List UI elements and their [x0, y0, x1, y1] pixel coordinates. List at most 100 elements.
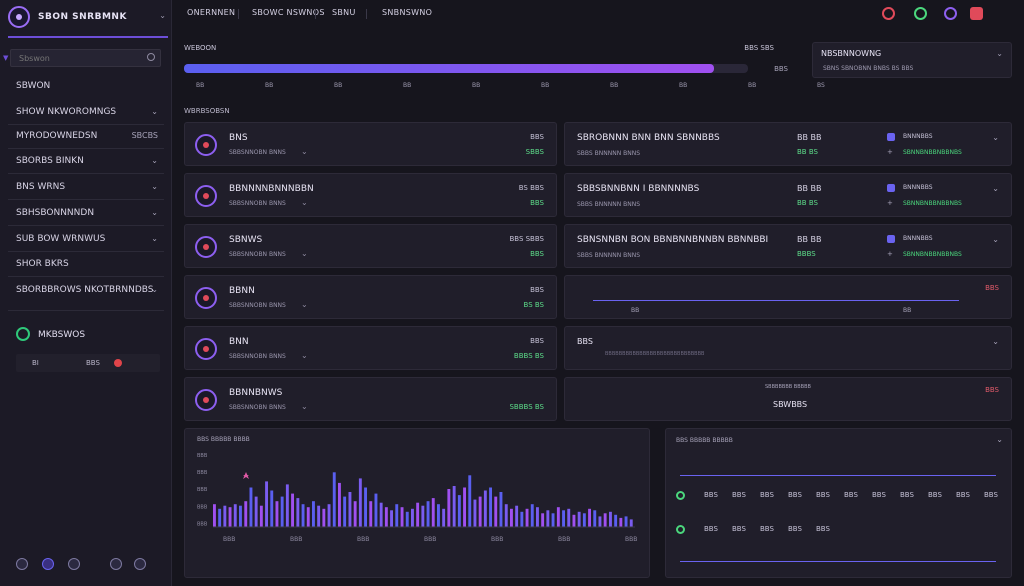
brand-header[interactable]: SBON SNRBMNK ⌄ [8, 6, 168, 38]
chevron-down-icon[interactable]: ⌄ [996, 435, 1003, 444]
chevron-down-icon[interactable]: ⌄ [992, 133, 999, 142]
sidebar-item[interactable]: SBHSBONNNNDN ⌄ [16, 208, 162, 218]
tab-third[interactable]: SBNU [332, 8, 356, 17]
chevron-down-icon[interactable]: ⌄ [151, 285, 158, 294]
legend-item[interactable]: BBS [704, 525, 718, 533]
legend-item[interactable]: BBS [872, 491, 886, 499]
sidebar: SBON SNRBMNK ⌄ ▼ SBWON SHOW NKWOROMNGS⌄ … [0, 0, 172, 586]
legend-item[interactable]: BBS [788, 525, 802, 533]
chevron-down-icon[interactable]: ⌄ [301, 351, 308, 360]
chevron-down-icon[interactable]: ⌄ [151, 208, 158, 217]
chevron-down-icon[interactable]: ⌄ [151, 156, 158, 165]
card-value: BB BB [797, 133, 822, 142]
search-icon[interactable] [147, 53, 155, 61]
list-item[interactable]: BBNNNNBNNNBBN SBBSNNOBN BNNS ⌄ BS BBS BB… [184, 173, 557, 217]
list-item[interactable]: SBNSNNBN BON BBNBNNBNNBN BBNNBBI SBBS BN… [564, 224, 1012, 268]
close-icon[interactable]: ⌄ [996, 49, 1003, 58]
legend-item[interactable]: BBS [900, 491, 914, 499]
panel-value: BBS [985, 386, 999, 394]
x-tick-label: BBB [424, 536, 436, 543]
chart-bar [541, 513, 545, 527]
status-dot-icon [114, 359, 122, 367]
chevron-down-icon[interactable]: ⌄ [159, 11, 166, 20]
list-item[interactable]: SBBSBNNBNN I BBNNNNBS SBBS BNNNNN BNNS B… [564, 173, 1012, 217]
chart-bar [629, 519, 633, 527]
chart-bar [213, 504, 216, 527]
chevron-down-icon[interactable]: ⌄ [151, 182, 158, 191]
legend-item[interactable]: BBS [788, 491, 802, 499]
plus-icon[interactable]: + [887, 199, 893, 207]
notification-panel[interactable]: NBSBNNOWNG SBNS SBNOBNN BNBS BS BBS ⌄ [812, 42, 1012, 78]
sidebar-item[interactable]: SHOW NKWOROMNGS ⌄ [16, 107, 162, 117]
list-item[interactable]: BBNNBNWS SBBSNNOBN BNNS ⌄ SBBBS BS [184, 377, 557, 421]
sidebar-item[interactable]: BNS WRNS ⌄ [16, 182, 162, 192]
settings-icon[interactable] [16, 558, 28, 570]
legend-item[interactable]: BBS [760, 491, 774, 499]
progress-tick: BB [472, 82, 481, 89]
legend-item[interactable]: BBS [732, 525, 746, 533]
chart-bar [301, 504, 305, 527]
list-item[interactable]: SBROBNNN BNN BNN SBNNBBS SBBS BNNNNN BNN… [564, 122, 1012, 166]
divider [8, 124, 164, 125]
legend-item[interactable]: BBS [956, 491, 970, 499]
chevron-down-icon[interactable]: ⌄ [301, 300, 308, 309]
alert-icon[interactable] [882, 7, 895, 20]
help-icon[interactable] [68, 558, 80, 570]
bar-chart-panel: BBS BBBBB BBBB BBB BBB BBB BBB BBB BBB BBB BBB BB… [184, 428, 650, 578]
list-item[interactable]: BNS SBBSNNOBN BNNS ⌄ BBS SBBS [184, 122, 557, 166]
profile-icon[interactable] [944, 7, 957, 20]
card-delta: BB BS [797, 199, 818, 207]
chart-bar [223, 505, 227, 527]
plus-icon[interactable]: + [887, 148, 893, 156]
tab-overview[interactable]: ONERNNEN [187, 8, 236, 17]
chevron-down-icon[interactable]: ⌄ [992, 184, 999, 193]
legend-item[interactable]: BBS [844, 491, 858, 499]
chevron-down-icon[interactable]: ⌄ [992, 235, 999, 244]
card-value: BBS [530, 133, 544, 141]
card-delta: BB BS [797, 148, 818, 156]
tab-second[interactable]: SBOWC NSWNOS [252, 8, 325, 17]
power-icon[interactable] [970, 7, 983, 20]
list-item[interactable]: BNN SBBSNNOBN BNNS ⌄ BBS BBBS BS [184, 326, 557, 370]
user-icon[interactable] [42, 558, 54, 570]
chevron-down-icon[interactable]: ⌄ [151, 234, 158, 243]
legend-item[interactable]: BBS [816, 525, 830, 533]
legend-item[interactable]: BBS [816, 491, 830, 499]
sync-icon[interactable] [914, 7, 927, 20]
sidebar-item[interactable]: SBWON [16, 81, 162, 91]
sidebar-item[interactable]: SHOR BKRS [16, 259, 162, 269]
chart-bar [338, 482, 341, 527]
plus-icon[interactable]: + [887, 250, 893, 258]
sidebar-item[interactable]: SBORBBROWS NKOTBRNNDBS ⌄ [16, 285, 162, 295]
chevron-down-icon[interactable]: ⌄ [301, 147, 308, 156]
ring-icon [195, 185, 217, 207]
legend-item[interactable]: BBS [732, 491, 746, 499]
card-name: BNS [229, 133, 248, 143]
chevron-down-icon[interactable]: ⌄ [301, 198, 308, 207]
chart-bar [468, 475, 472, 527]
legend-panel: BBS BBBBB BBBBB ⌄ BBS BBS BBS BBS BBS BBS BBS B… [665, 428, 1012, 578]
tab-fourth[interactable]: SNBNSWNO [382, 8, 433, 17]
legend-item[interactable]: BBS [928, 491, 942, 499]
sidebar-item[interactable]: MYRODOWNEDSN SBCBS [16, 131, 162, 141]
sidebar-search[interactable] [10, 49, 161, 67]
list-item[interactable]: BBNN SBBSNNOBN BNNS ⌄ BBS BS BS [184, 275, 557, 319]
chart-bar [280, 496, 284, 527]
sidebar-item[interactable]: SBORBS BINKN ⌄ [16, 156, 162, 166]
chart-bar [510, 508, 513, 527]
lock-icon[interactable] [110, 558, 122, 570]
chevron-down-icon[interactable]: ⌄ [301, 249, 308, 258]
legend-item[interactable]: BBS [984, 491, 998, 499]
list-item[interactable]: SBNWS SBBSNNOBN BNNS ⌄ BBS SBBS BBS [184, 224, 557, 268]
chevron-down-icon[interactable]: ⌄ [992, 337, 999, 346]
legend-item[interactable]: BBS [704, 491, 718, 499]
chart-bar [478, 496, 482, 527]
card-delta: SBBBS BS [509, 403, 544, 411]
search-input[interactable] [11, 50, 131, 66]
chevron-down-icon[interactable]: ⌄ [151, 107, 158, 116]
chevron-down-icon[interactable]: ⌄ [301, 402, 308, 411]
legend-item[interactable]: BBS [760, 525, 774, 533]
logout-icon[interactable] [134, 558, 146, 570]
top-bar: ONERNNEN SBOWC NSWNOS SBNU SNBNSWNO [172, 0, 1024, 30]
sidebar-item[interactable]: SUB BOW WRNWUS ⌄ [16, 234, 162, 244]
